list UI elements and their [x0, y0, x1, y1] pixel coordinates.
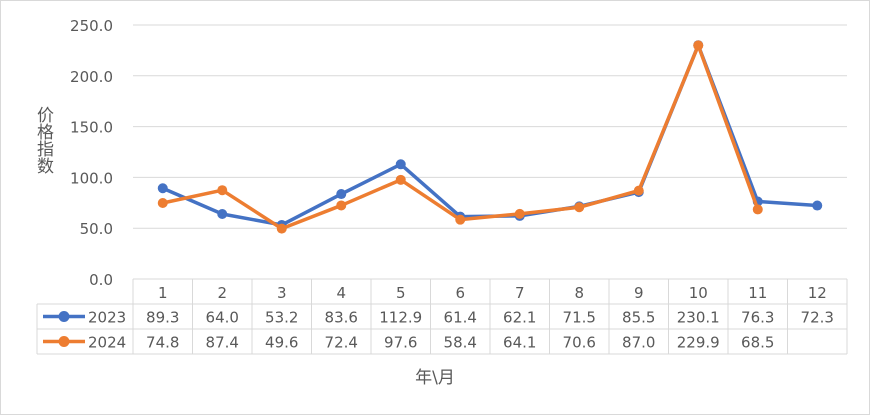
point-2024: [395, 174, 406, 185]
series-lines: [157, 40, 823, 234]
y-tick-label: 250.0: [70, 17, 113, 35]
point-2024: [157, 198, 168, 209]
x-tick-label: 11: [748, 284, 767, 302]
y-tick-label: 150.0: [70, 119, 113, 137]
y-axis-ticks: 0.0 50.0 100.0 150.0 200.0 250.0: [70, 17, 113, 289]
data-label: 229.9: [677, 334, 720, 352]
x-tick-label: 3: [277, 284, 287, 302]
data-label: 89.3: [146, 309, 179, 327]
point-2023: [336, 189, 347, 200]
data-label: 58.4: [444, 334, 477, 352]
data-label: 70.6: [563, 334, 596, 352]
point-2024: [514, 208, 525, 219]
point-2023: [812, 200, 823, 211]
data-label: 68.5: [741, 334, 774, 352]
legend-label-2024: 2024: [88, 334, 126, 352]
data-label: 64.1: [503, 334, 536, 352]
data-label: 85.5: [622, 309, 655, 327]
point-2024: [752, 204, 763, 215]
x-tick-label: 9: [634, 284, 644, 302]
data-label: 112.9: [379, 309, 422, 327]
series-line-2023: [161, 43, 819, 227]
point-2024: [217, 185, 228, 196]
x-tick-label: 4: [336, 284, 346, 302]
data-label: 64.0: [206, 309, 239, 327]
point-2024: [276, 223, 287, 234]
x-axis-title: 年\月: [415, 368, 455, 388]
point-2024: [336, 200, 347, 211]
data-label: 61.4: [444, 309, 477, 327]
point-2024: [574, 202, 585, 213]
data-label: 87.0: [622, 334, 655, 352]
data-label: 83.6: [325, 309, 358, 327]
data-label: 71.5: [563, 309, 596, 327]
gridlines: [133, 24, 847, 229]
point-2024: [633, 185, 644, 196]
data-label: 74.8: [146, 334, 179, 352]
legend-marker-2023: [58, 311, 70, 322]
point-2024: [693, 40, 704, 51]
x-tick-label: 1: [158, 284, 168, 302]
point-2023: [157, 183, 168, 194]
data-label: 49.6: [265, 334, 298, 352]
y-tick-label: 50.0: [80, 220, 113, 238]
point-2023: [395, 159, 406, 170]
data-label: 72.3: [801, 309, 834, 327]
y-tick-label: 200.0: [70, 68, 113, 86]
x-tick-label: 2: [217, 284, 227, 302]
data-label: 62.1: [503, 309, 536, 327]
legend-marker-2024: [58, 336, 70, 347]
y-axis-title: 价格指数: [33, 106, 53, 174]
data-label: 87.4: [206, 334, 239, 352]
point-2023: [217, 208, 228, 219]
x-tick-label: 8: [574, 284, 584, 302]
y-tick-label: 0.0: [89, 271, 113, 289]
x-tick-label: 12: [808, 284, 827, 302]
x-tick-label: 10: [689, 284, 708, 302]
data-label: 230.1: [677, 309, 720, 327]
data-label: 53.2: [265, 309, 298, 327]
legend-label-2023: 2023: [88, 309, 126, 327]
point-2024: [455, 214, 466, 225]
y-tick-label: 100.0: [70, 169, 113, 187]
data-label: 97.6: [384, 334, 417, 352]
x-tick-label: 6: [455, 284, 465, 302]
series-line-2024: [161, 43, 760, 231]
data-label: 72.4: [325, 334, 358, 352]
data-label: 76.3: [741, 309, 774, 327]
x-tick-label: 5: [396, 284, 406, 302]
x-tick-label: 7: [515, 284, 525, 302]
